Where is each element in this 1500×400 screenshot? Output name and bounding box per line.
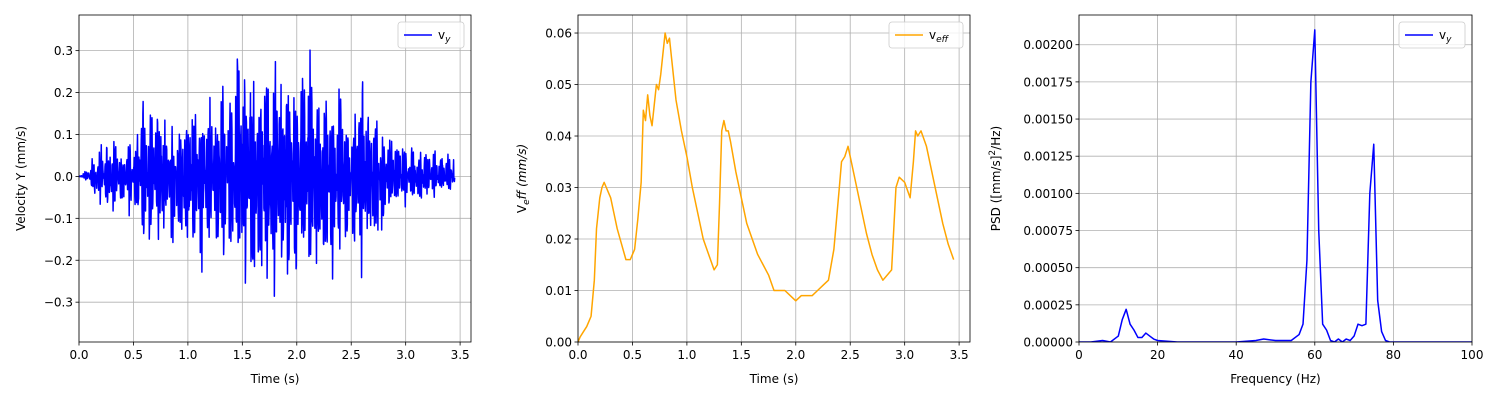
axes-frame — [1078, 14, 1473, 343]
x-tick-label: 0.0 — [568, 348, 587, 362]
chart-panel-3: 0 20 40 60 80 100 0.00000 0.00025 0.00050 0.00075… — [988, 14, 1484, 386]
legend-box — [888, 21, 964, 49]
y-tick-label: 0.00000 — [1023, 336, 1073, 350]
x-axis-label: Time (s) — [250, 372, 300, 386]
y-axis-label: Velocity Y (mm/s) — [14, 126, 28, 231]
x-tick-label: 1.0 — [178, 348, 197, 362]
series-line-v-y — [79, 49, 456, 297]
x-tick-label: 2.5 — [342, 348, 361, 362]
series-line-v-y — [1079, 29, 1472, 342]
axes-frame — [577, 14, 971, 343]
x-tick-label: 3.5 — [451, 348, 470, 362]
y-tick-label: 0.2 — [54, 86, 73, 100]
y-tick-label: 0.00025 — [1023, 298, 1073, 312]
y-tick-label: −0.3 — [44, 296, 73, 310]
x-tick-label: 0.0 — [69, 348, 88, 362]
y-tick-label: 0.00100 — [1023, 187, 1073, 201]
x-tick-label: 0.5 — [124, 348, 143, 362]
x-axis-label: Time (s) — [749, 372, 799, 386]
x-tick-label: 1.5 — [732, 348, 751, 362]
plot-area — [1079, 29, 1472, 342]
legend-label: vy — [438, 28, 451, 45]
y-tick-label: 0.00175 — [1023, 75, 1073, 89]
x-tick-label: 3.0 — [396, 348, 415, 362]
x-tick-label: 60 — [1307, 348, 1322, 362]
x-tick-label: 100 — [1461, 348, 1484, 362]
x-tick-label: 3.0 — [895, 348, 914, 362]
x-tick-label: 0.5 — [623, 348, 642, 362]
y-axis-label: PSD ([mm/s]2/Hz) — [988, 126, 1003, 231]
y-tick-label: 0.06 — [545, 27, 572, 41]
x-tick-label: 40 — [1229, 348, 1244, 362]
y-tick-label: 0.00 — [545, 336, 572, 350]
chart-panel-1: 0.0 0.5 1.0 1.5 2.0 2.5 3.0 3.5 −0.3 −0.2 −0.1 0.0 0… — [14, 14, 472, 386]
x-tick-label: 1.5 — [233, 348, 252, 362]
y-tick-label: 0.04 — [545, 130, 572, 144]
plot-area — [578, 32, 955, 342]
y-tick-label: 0.01 — [545, 284, 572, 298]
x-tick-label: 20 — [1150, 348, 1165, 362]
y-tick-label: 0.03 — [545, 181, 572, 195]
x-tick-label: 2.5 — [841, 348, 860, 362]
plot-area — [79, 49, 456, 297]
x-tick-label: 80 — [1386, 348, 1401, 362]
y-tick-label: 0.3 — [54, 44, 73, 58]
y-tick-label: 0.00200 — [1023, 38, 1073, 52]
series-line-v-eff — [578, 32, 955, 342]
axes-frame — [78, 14, 472, 343]
y-tick-label: 0.00075 — [1023, 224, 1073, 238]
y-tick-label: 0.02 — [545, 233, 572, 247]
x-tick-label: 3.5 — [950, 348, 969, 362]
y-axis-label: Veff (mm/s) — [515, 144, 532, 213]
x-tick-label: 2.0 — [786, 348, 805, 362]
x-tick-label: 1.0 — [677, 348, 696, 362]
chart-panel-2: 0.0 0.5 1.0 1.5 2.0 2.5 3.0 3.5 0.00 0.01 0.02 0.03… — [515, 14, 971, 386]
y-tick-label: 0.00125 — [1023, 150, 1073, 164]
x-tick-label: 0 — [1075, 348, 1083, 362]
y-tick-label: 0.1 — [54, 128, 73, 142]
legend-label: vy — [1439, 28, 1452, 45]
y-tick-label: −0.2 — [44, 254, 73, 268]
y-tick-label: 0.00050 — [1023, 261, 1073, 275]
y-tick-label: 0.0 — [54, 170, 73, 184]
legend-label: veff — [929, 28, 950, 45]
y-tick-label: 0.00150 — [1023, 113, 1073, 127]
x-tick-label: 2.0 — [287, 348, 306, 362]
y-tick-label: −0.1 — [44, 212, 73, 226]
y-tick-label: 0.05 — [545, 78, 572, 92]
x-axis-label: Frequency (Hz) — [1230, 372, 1321, 386]
